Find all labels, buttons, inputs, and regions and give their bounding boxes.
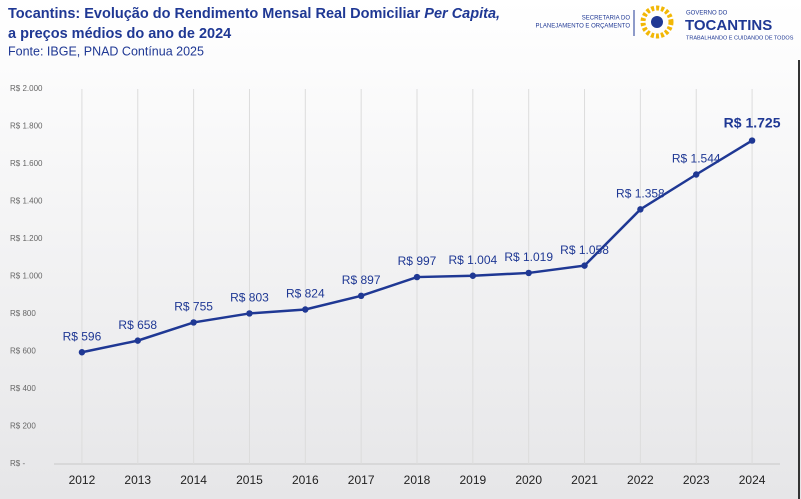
x-tick-label: 2024 [739,473,766,487]
point [190,319,197,326]
data-label: R$ 1.725 [724,114,781,130]
point [413,273,421,281]
point [78,349,86,356]
data-label: R$ 658 [118,318,157,332]
x-tick-label: 2020 [515,473,542,487]
point [134,337,141,344]
chart-subtitle: Fonte: IBGE, PNAD Contínua 2025 [8,44,204,58]
data-label: R$ 755 [174,300,213,314]
x-tick-label: 2015 [236,473,263,487]
y-tick-label: R$ 1.600 [10,159,43,168]
data-label: R$ 1.058 [560,243,609,257]
x-tick-label: 2014 [180,473,207,487]
x-tick-label: 2017 [348,473,375,487]
x-tick-label: 2019 [459,473,486,487]
point [357,292,365,300]
y-tick-label: R$ 2.000 [10,84,43,93]
logo-text: GOVERNO DO [686,11,728,17]
chart-title: a preços médios do ano de 2024 [8,26,231,42]
title-part: Tocantins: Evolução do Rendimento Mensal… [8,6,424,22]
x-tick-label: 2012 [69,473,96,487]
y-tick-label: R$ 1.000 [10,272,43,281]
logo-sun [640,5,674,39]
y-tick-label: R$ 600 [10,347,36,356]
logo-text: SECRETARIA DO [582,16,631,22]
x-tick-label: 2023 [683,473,710,487]
point [748,137,756,144]
y-tick-label: R$ 400 [10,384,36,393]
logo-text: TOCANTINS [685,17,772,34]
point [637,206,644,213]
point [246,310,253,317]
x-tick-label: 2021 [571,473,598,487]
y-tick-label: R$ 200 [10,422,36,431]
y-tick-label: R$ 1.200 [10,234,43,243]
y-tick-label: R$ 800 [10,309,36,318]
data-label: R$ 1.019 [504,250,553,264]
data-label: R$ 897 [342,273,381,287]
data-label: R$ 803 [230,291,269,305]
data-label: R$ 1.004 [448,253,497,267]
data-label: R$ 596 [63,329,102,343]
logo-text: PLANEJAMENTO E ORÇAMENTO [536,24,631,30]
x-tick-label: 2022 [627,473,654,487]
point [302,306,309,313]
logo-sun [651,16,663,28]
title-part: Per Capita, [424,6,500,22]
data-label: R$ 1.544 [672,152,721,166]
point [581,262,588,269]
point [469,272,477,279]
y-tick-label: R$ 1.800 [10,122,43,131]
y-tick-label: R$ - [10,459,25,468]
data-label: R$ 1.358 [616,187,665,201]
chart-title: Tocantins: Evolução do Rendimento Mensal… [8,6,500,22]
x-tick-label: 2016 [292,473,319,487]
x-tick-label: 2013 [124,473,151,487]
logo-text: TRABALHANDO E CUIDANDO DE TODOS [686,35,794,41]
point [693,171,700,178]
x-tick-label: 2018 [404,473,431,487]
point [525,269,532,277]
data-label: R$ 824 [286,287,325,301]
y-tick-label: R$ 1.400 [10,197,43,206]
data-label: R$ 997 [398,254,437,268]
